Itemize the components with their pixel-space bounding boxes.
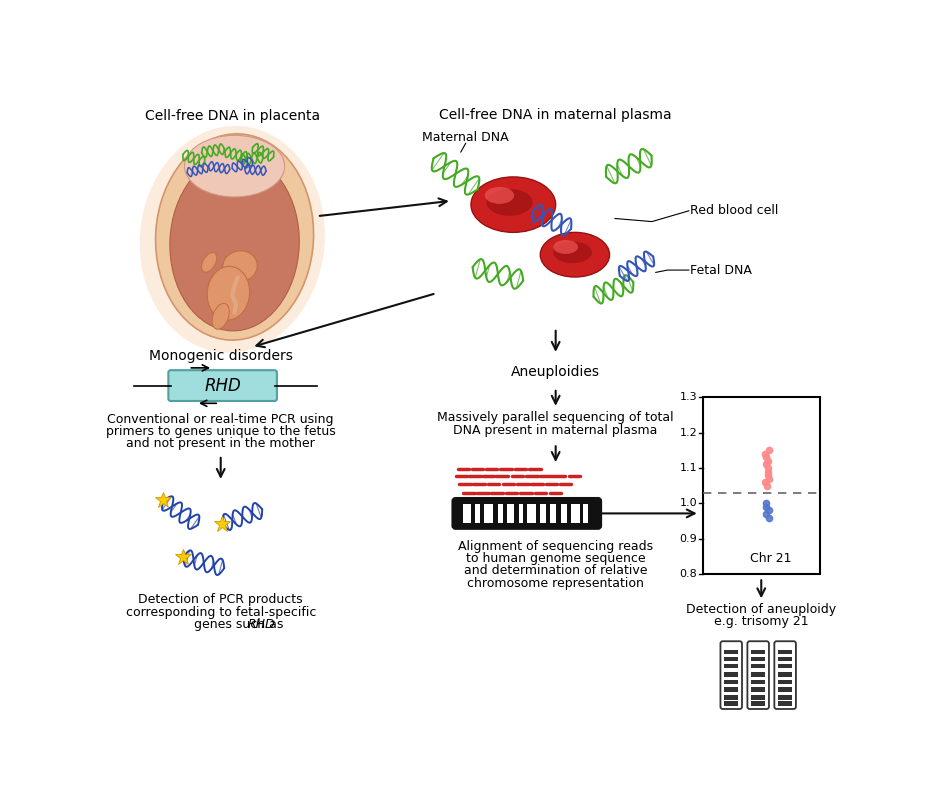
Bar bbox=[725, 672, 738, 676]
Bar bbox=[507, 504, 514, 523]
Bar bbox=[751, 657, 765, 661]
Ellipse shape bbox=[486, 189, 533, 215]
Text: DNA present in maternal plasma: DNA present in maternal plasma bbox=[453, 424, 657, 437]
Text: RHD: RHD bbox=[248, 618, 275, 631]
Ellipse shape bbox=[170, 156, 299, 331]
Bar bbox=[751, 695, 765, 700]
Bar bbox=[475, 504, 481, 523]
Text: Fetal DNA: Fetal DNA bbox=[691, 264, 752, 277]
Ellipse shape bbox=[540, 232, 609, 277]
Bar bbox=[484, 504, 493, 523]
Bar bbox=[725, 695, 738, 700]
Text: Cell-free DNA in placenta: Cell-free DNA in placenta bbox=[145, 109, 320, 123]
Ellipse shape bbox=[553, 240, 578, 254]
Bar bbox=[703, 397, 820, 575]
Ellipse shape bbox=[207, 266, 250, 320]
Bar bbox=[498, 504, 502, 523]
Text: corresponding to fetal-specific: corresponding to fetal-specific bbox=[126, 606, 316, 619]
Ellipse shape bbox=[485, 187, 514, 204]
Text: chromosome representation: chromosome representation bbox=[467, 576, 644, 590]
Text: and not present in the mother: and not present in the mother bbox=[127, 437, 315, 450]
Bar bbox=[779, 679, 792, 684]
Text: 1.2: 1.2 bbox=[679, 428, 697, 437]
Bar bbox=[725, 657, 738, 661]
Text: 1.1: 1.1 bbox=[680, 463, 697, 473]
Bar bbox=[751, 701, 765, 706]
FancyBboxPatch shape bbox=[452, 498, 601, 529]
Bar bbox=[751, 688, 765, 692]
Text: Massively parallel sequencing of total: Massively parallel sequencing of total bbox=[437, 411, 674, 424]
Text: 1.0: 1.0 bbox=[680, 499, 697, 508]
Text: Red blood cell: Red blood cell bbox=[691, 204, 779, 217]
Ellipse shape bbox=[201, 253, 217, 272]
Text: Alignment of sequencing reads: Alignment of sequencing reads bbox=[458, 540, 654, 553]
Bar bbox=[779, 663, 792, 668]
Text: genes such as: genes such as bbox=[194, 618, 288, 631]
Bar bbox=[551, 504, 556, 523]
Bar bbox=[561, 504, 568, 523]
Ellipse shape bbox=[553, 241, 592, 263]
Text: Conventional or real-time PCR using: Conventional or real-time PCR using bbox=[108, 412, 334, 425]
Text: to human genome sequence: to human genome sequence bbox=[465, 552, 645, 565]
Ellipse shape bbox=[222, 251, 257, 282]
Bar bbox=[779, 650, 792, 654]
Bar bbox=[779, 695, 792, 700]
Bar bbox=[571, 504, 580, 523]
Text: Chr 21: Chr 21 bbox=[750, 552, 792, 566]
Ellipse shape bbox=[471, 177, 555, 232]
Bar bbox=[779, 688, 792, 692]
Text: 0.9: 0.9 bbox=[679, 533, 697, 544]
Ellipse shape bbox=[212, 303, 229, 329]
FancyBboxPatch shape bbox=[775, 642, 796, 709]
Bar bbox=[751, 650, 765, 654]
Bar bbox=[527, 504, 535, 523]
FancyBboxPatch shape bbox=[721, 642, 742, 709]
Bar bbox=[725, 701, 738, 706]
FancyBboxPatch shape bbox=[747, 642, 769, 709]
Text: Detection of PCR products: Detection of PCR products bbox=[138, 593, 303, 607]
Text: 1.3: 1.3 bbox=[680, 392, 697, 402]
Bar bbox=[464, 504, 471, 523]
Bar bbox=[779, 657, 792, 661]
Bar bbox=[779, 672, 792, 676]
Bar bbox=[751, 663, 765, 668]
Bar bbox=[540, 504, 546, 523]
Text: Aneuploidies: Aneuploidies bbox=[511, 365, 600, 378]
Text: and determination of relative: and determination of relative bbox=[464, 564, 647, 577]
Text: primers to genes unique to the fetus: primers to genes unique to the fetus bbox=[106, 424, 336, 438]
Text: e.g. trisomy 21: e.g. trisomy 21 bbox=[714, 615, 809, 628]
Text: 0.8: 0.8 bbox=[679, 569, 697, 579]
Bar bbox=[751, 672, 765, 676]
Bar bbox=[725, 688, 738, 692]
Bar bbox=[725, 650, 738, 654]
Ellipse shape bbox=[140, 126, 324, 353]
Bar bbox=[751, 679, 765, 684]
FancyBboxPatch shape bbox=[168, 370, 277, 401]
Ellipse shape bbox=[184, 136, 285, 197]
Text: Detection of aneuploidy: Detection of aneuploidy bbox=[686, 604, 836, 617]
Text: RHD: RHD bbox=[204, 377, 241, 395]
Bar bbox=[725, 663, 738, 668]
Text: Monogenic disorders: Monogenic disorders bbox=[149, 349, 292, 363]
Ellipse shape bbox=[155, 134, 313, 340]
Text: Cell-free DNA in maternal plasma: Cell-free DNA in maternal plasma bbox=[439, 107, 672, 122]
Bar bbox=[725, 679, 738, 684]
Bar bbox=[518, 504, 522, 523]
Bar bbox=[779, 701, 792, 706]
Text: Maternal DNA: Maternal DNA bbox=[422, 132, 509, 144]
Bar bbox=[583, 504, 588, 523]
